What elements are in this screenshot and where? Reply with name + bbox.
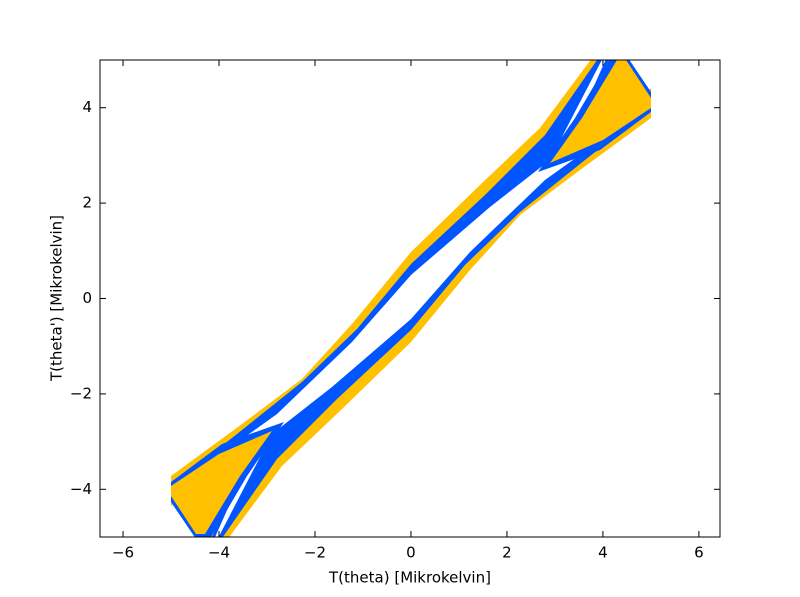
y-tick-label: −2 [70, 384, 92, 402]
contour-lobe [171, 431, 272, 534]
y-tick-label: 4 [82, 98, 92, 116]
contour-lobe [550, 60, 651, 163]
y-axis-label: T(theta') [Mikrokelvin] [48, 215, 66, 382]
contour-core [171, 60, 651, 537]
x-tick-label: 6 [694, 544, 704, 562]
y-tick-label: 2 [82, 194, 92, 212]
x-tick-label: −4 [208, 544, 230, 562]
x-tick-label: 0 [406, 544, 416, 562]
y-tick-label: 0 [82, 289, 92, 307]
x-tick-label: −2 [304, 544, 326, 562]
contour-regions [171, 60, 651, 537]
x-tick-label: 4 [598, 544, 608, 562]
x-tick-label: 2 [502, 544, 512, 562]
y-tick-label: −4 [70, 480, 92, 498]
x-tick-label: −6 [112, 544, 134, 562]
x-axis-label: T(theta) [Mikrokelvin] [328, 569, 491, 587]
